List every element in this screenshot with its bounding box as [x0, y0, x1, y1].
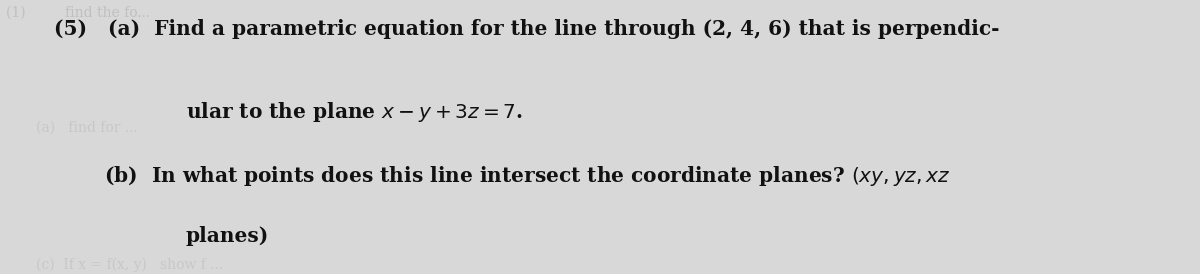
- Text: (b)  In what points does this line intersect the coordinate planes? $(xy, yz, xz: (b) In what points does this line inters…: [104, 164, 952, 189]
- Text: planes): planes): [186, 226, 269, 246]
- Text: (5)   (a)  Find a parametric equation for the line through (2, 4, 6) that is per: (5) (a) Find a parametric equation for t…: [54, 19, 1000, 39]
- Text: (1)         find the fo...: (1) find the fo...: [6, 5, 150, 19]
- Text: (c)  If x = f(x, y)   show f ...: (c) If x = f(x, y) show f ...: [36, 258, 223, 272]
- Text: (a)   find for ...: (a) find for ...: [36, 121, 138, 135]
- Text: ular to the plane $x - y + 3z = 7$.: ular to the plane $x - y + 3z = 7$.: [186, 100, 523, 124]
